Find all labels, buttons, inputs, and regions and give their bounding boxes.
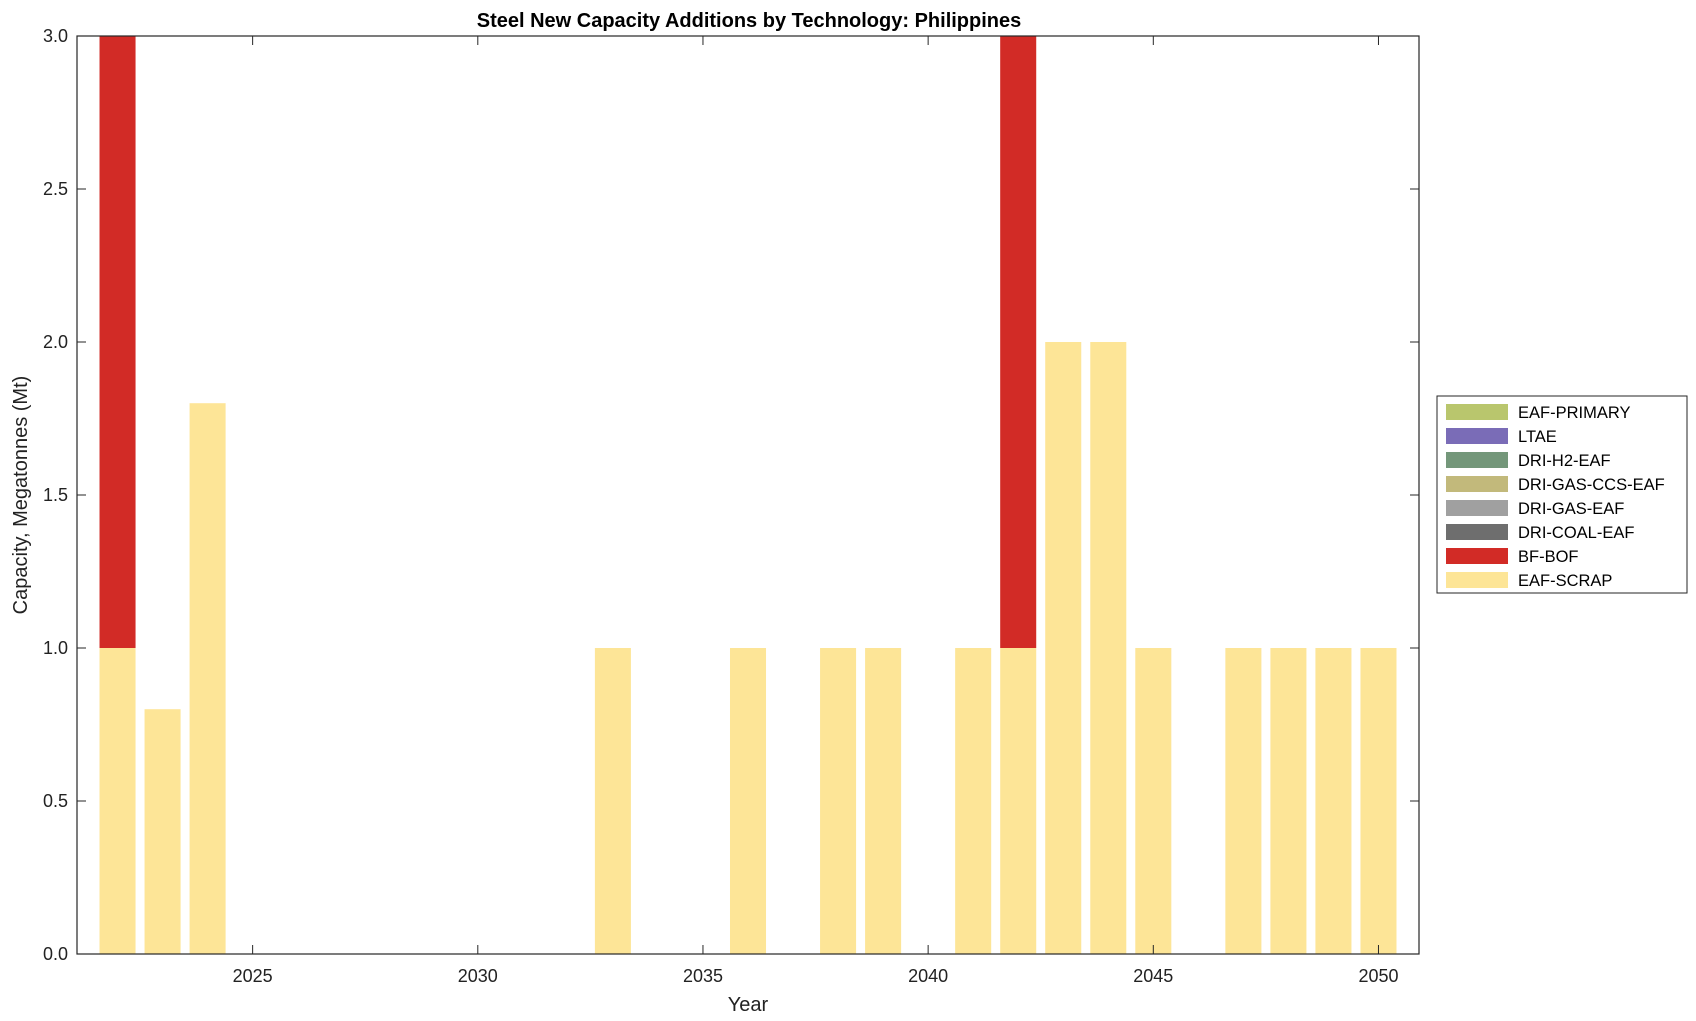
x-tick-label: 2025 xyxy=(233,966,273,986)
bar-eaf-scrap-2038 xyxy=(820,648,857,954)
plot-frame xyxy=(76,35,1420,955)
legend-swatch-dri-gas-ccs-eaf xyxy=(1446,476,1508,492)
bars xyxy=(99,36,1397,954)
y-tick-label: 2.0 xyxy=(43,332,68,352)
y-tick-label: 3.0 xyxy=(43,26,68,46)
x-tick-label: 2035 xyxy=(683,966,723,986)
chart-title: Steel New Capacity Additions by Technolo… xyxy=(477,10,1022,32)
bar-eaf-scrap-2048 xyxy=(1270,648,1307,954)
bar-eaf-scrap-2042 xyxy=(1000,648,1037,954)
bar-eaf-scrap-2049 xyxy=(1315,648,1352,954)
bar-eaf-scrap-2047 xyxy=(1225,648,1262,954)
legend-swatch-dri-gas-eaf xyxy=(1446,500,1508,516)
legend-label-dri-gas-eaf: DRI-GAS-EAF xyxy=(1518,500,1624,518)
y-tick-label: 0.0 xyxy=(43,944,68,964)
legend-swatch-dri-h2-eaf xyxy=(1446,452,1508,468)
legend-swatch-bf-bof xyxy=(1446,548,1508,564)
legend-items: EAF-PRIMARY LTAE DRI-H2-EAF DRI-GAS-CCS-EAF… xyxy=(1446,404,1665,590)
y-tick-label: 1.5 xyxy=(43,485,68,505)
legend-label-dri-coal-eaf: DRI-COAL-EAF xyxy=(1518,524,1634,542)
bar-bf-bof-2022 xyxy=(99,36,136,648)
bar-eaf-scrap-2039 xyxy=(865,648,902,954)
bar-eaf-scrap-2041 xyxy=(955,648,992,954)
legend-label-dri-gas-ccs-eaf: DRI-GAS-CCS-EAF xyxy=(1518,476,1665,494)
legend-label-bf-bof: BF-BOF xyxy=(1518,548,1579,566)
x-tick-label: 2050 xyxy=(1358,966,1398,986)
bar-eaf-scrap-2036 xyxy=(729,648,767,954)
bar-eaf-scrap-2024 xyxy=(189,403,226,954)
y-tick-label: 2.5 xyxy=(43,179,68,199)
y-tick-labels: 0.0 0.5 1.0 1.5 2.0 2.5 3.0 xyxy=(43,26,68,964)
x-axis-label: Year xyxy=(728,994,769,1016)
legend-label-dri-h2-eaf: DRI-H2-EAF xyxy=(1518,452,1611,470)
legend-label-ltae: LTAE xyxy=(1518,428,1557,446)
bar-eaf-scrap-2045 xyxy=(1135,648,1172,954)
legend-swatch-ltae xyxy=(1446,428,1508,444)
bar-eaf-scrap-2022 xyxy=(99,648,136,954)
y-axis-label: Capacity, Megatonnes (Mt) xyxy=(10,376,32,615)
bar-eaf-scrap-2044 xyxy=(1090,342,1127,954)
plot-area xyxy=(76,35,1420,955)
bar-bf-bof-2042 xyxy=(1000,36,1037,648)
legend: EAF-PRIMARY LTAE DRI-H2-EAF DRI-GAS-CCS-EAF… xyxy=(1436,395,1688,594)
bar-eaf-scrap-2023 xyxy=(144,709,181,954)
y-tick-label: 1.0 xyxy=(43,638,68,658)
bar-eaf-scrap-2033 xyxy=(594,648,631,954)
x-tick-labels: 2025 2030 2035 2040 2045 2050 xyxy=(233,966,1399,986)
bar-eaf-scrap-2043 xyxy=(1045,342,1082,954)
legend-swatch-eaf-scrap xyxy=(1446,572,1508,588)
legend-label-eaf-scrap: EAF-SCRAP xyxy=(1518,572,1612,590)
legend-label-eaf-primary: EAF-PRIMARY xyxy=(1518,404,1630,422)
legend-swatch-eaf-primary xyxy=(1446,404,1508,420)
x-tick-label: 2040 xyxy=(908,966,948,986)
y-tick-label: 0.5 xyxy=(43,791,68,811)
legend-swatch-dri-coal-eaf xyxy=(1446,524,1508,540)
bar-eaf-scrap-2050 xyxy=(1360,648,1397,954)
x-tick-label: 2045 xyxy=(1133,966,1173,986)
x-tick-label: 2030 xyxy=(458,966,498,986)
